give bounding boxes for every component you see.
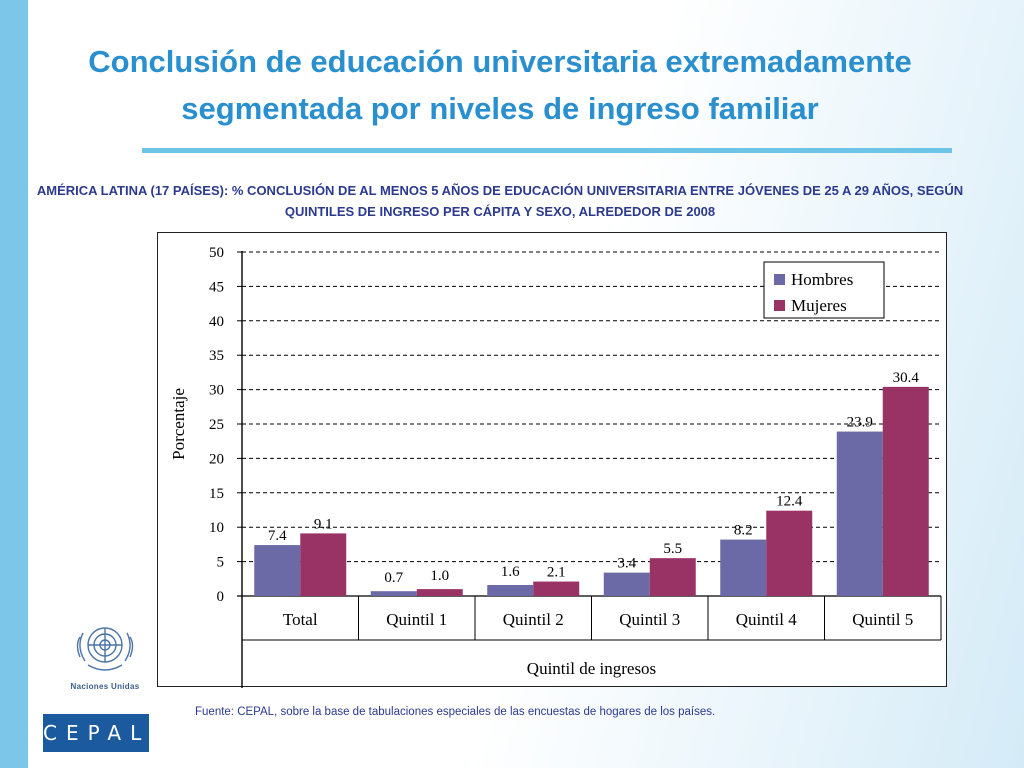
source-note: Fuente: CEPAL, sobre la base de tabulaci… (195, 706, 716, 718)
un-label: Naciones Unidas (70, 682, 140, 691)
bar-chart: 0 5 10 15 20 25 30 35 40 45 50 Porcentaje Total 7.4 9.… (169, 245, 942, 688)
left-accent-bar (0, 0, 28, 768)
x-tick-label: Quintil 1 (386, 610, 447, 629)
data-label: 3.4 (617, 556, 636, 572)
x-tick-label: Total (283, 610, 318, 629)
bar-hombres (720, 539, 767, 596)
bar-hombres (487, 584, 534, 596)
title-underline (142, 148, 952, 153)
chart-subtitle: AMÉRICA LATINA (17 PAÍSES): % CONCLUSIÓN… (36, 183, 964, 219)
data-label: 2.1 (547, 565, 566, 581)
data-label: 9.1 (314, 516, 333, 532)
bar-hombres (603, 572, 650, 596)
bar-mujeres (300, 533, 347, 596)
y-tick-label: 15 (209, 486, 224, 502)
y-tick-label: 10 (209, 520, 224, 536)
data-label: 12.4 (776, 494, 803, 510)
y-tick-label: 35 (209, 348, 224, 364)
bar-mujeres (882, 386, 929, 596)
bar-mujeres (766, 510, 813, 596)
legend-swatch-hombres (774, 274, 785, 285)
data-label: 8.2 (734, 523, 753, 539)
data-label: 30.4 (893, 370, 920, 386)
bar-mujeres (533, 581, 580, 596)
bar-hombres (370, 591, 417, 596)
x-tick-label: Quintil 5 (852, 610, 913, 629)
x-tick-label: Quintil 3 (619, 610, 680, 629)
y-tick-label: 40 (209, 314, 224, 330)
y-tick-label: 45 (209, 279, 224, 295)
y-tick-label: 50 (209, 245, 224, 261)
chart-frame: 0 5 10 15 20 25 30 35 40 45 50 Porcentaje Total 7.4 9.… (157, 232, 947, 688)
x-tick-label: Quintil 2 (503, 610, 564, 629)
y-tick-label: 0 (217, 589, 225, 605)
data-label: 1.0 (430, 568, 449, 584)
legend-label: Hombres (791, 270, 853, 289)
x-axis-title: Quintil de ingresos (527, 659, 656, 678)
y-tick-label: 5 (217, 555, 225, 571)
bar-mujeres (416, 589, 463, 596)
y-tick-label: 25 (209, 417, 224, 433)
slide-title: Conclusión de educación universitaria ex… (88, 44, 912, 126)
legend-swatch-mujeres (774, 300, 785, 311)
un-logo: Naciones Unidas (55, 615, 155, 691)
data-label: 1.6 (501, 564, 520, 580)
y-tick-label: 20 (209, 451, 224, 467)
data-label: 0.7 (384, 570, 403, 586)
bar-hombres (254, 545, 301, 596)
data-label: 7.4 (268, 528, 287, 544)
data-label: 5.5 (663, 541, 682, 557)
un-emblem-icon (76, 627, 134, 671)
y-axis-title: Porcentaje (169, 388, 188, 460)
bar-hombres (836, 431, 883, 596)
x-tick-label: Quintil 4 (736, 610, 797, 629)
y-tick-label: 30 (209, 383, 224, 399)
legend-label: Mujeres (791, 296, 847, 315)
bar-mujeres (649, 558, 696, 596)
data-label: 23.9 (847, 415, 873, 431)
cepal-logo: CEPAL (43, 714, 149, 752)
